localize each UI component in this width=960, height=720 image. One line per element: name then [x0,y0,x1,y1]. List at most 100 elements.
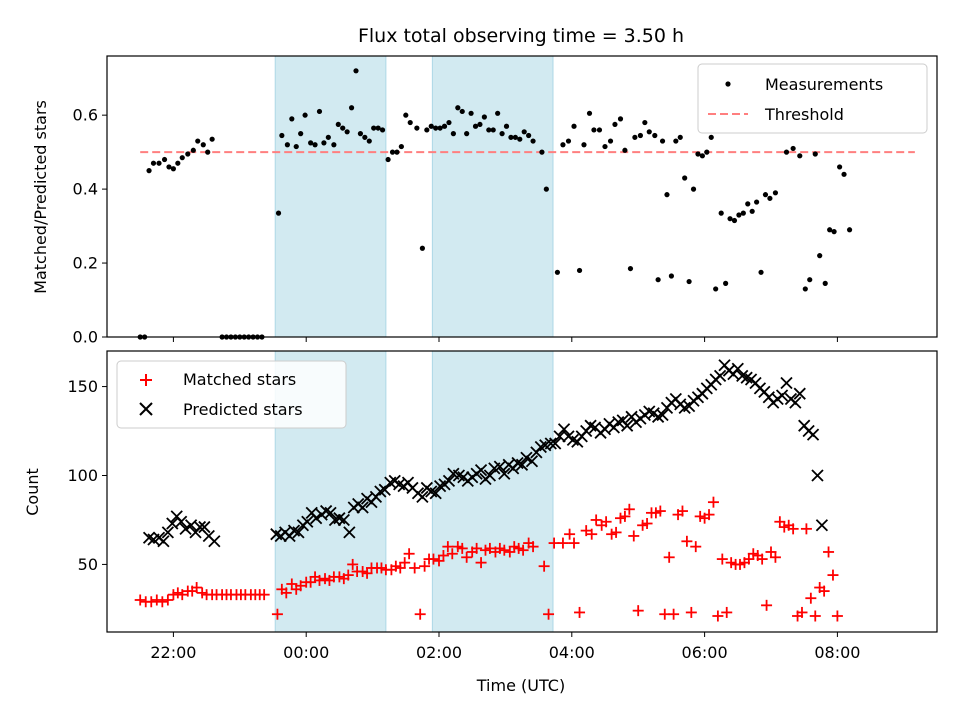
matched-star-point [527,541,539,553]
measurement-point [464,131,470,137]
matched-star-point [619,510,631,522]
matched-star-point [716,553,728,565]
measurement-point [185,151,191,157]
measurement-point [340,125,346,131]
legend-matched-marker [140,374,152,386]
measurement-point [731,217,738,224]
matched-star-point [347,558,359,570]
legend-predicted-label: Predicted stars [183,400,303,419]
measurement-point [357,131,364,137]
matched-star-point [475,557,487,569]
measurement-point [472,123,479,129]
measurement-point [414,125,420,131]
measurement-point [749,208,755,214]
measurement-point [708,134,714,140]
matched-star-point [145,596,157,608]
measurement-point [790,145,796,152]
top-legend: Measurements Threshold [697,63,928,134]
measurement-point [486,127,492,133]
predicted-star-point [789,396,802,409]
matched-star-point [668,608,680,620]
matched-star-point [538,560,550,572]
measurement-point [822,280,828,286]
top-axes-frame [106,55,938,338]
matched-star-point [600,516,612,528]
matched-star-point [809,610,821,622]
measurement-point [758,269,764,275]
matched-star-point [574,606,586,618]
matched-star-point [641,518,653,530]
measurement-point [571,123,577,129]
measurement-point [591,127,597,133]
measurement-point [517,136,523,142]
predicted-star-point [179,522,192,535]
matched-star-point [557,537,569,549]
measurement-point [321,140,327,146]
measurement-point [403,112,409,118]
predicted-star-point [198,520,211,534]
x-axis-label: Time (UTC) [476,676,565,695]
matched-star-point [586,528,598,540]
measurement-point [526,132,532,139]
predicted-star-point [292,526,305,539]
measurement-point [617,116,624,122]
bottom-y-ticks: 50 100 150 [67,377,107,574]
measurement-point [284,142,290,148]
measurement-point [161,156,168,163]
measurement-point [762,192,769,198]
measurement-point [622,147,628,153]
predicted-star-point [161,526,175,539]
measurement-points [137,68,853,340]
predicted-star-point [525,455,539,468]
top-shaded-intervals [274,56,554,337]
measurement-point [783,149,790,155]
bottom-y-axis-label: Count [23,468,42,516]
measurement-point [503,123,510,129]
measurement-point [495,110,501,116]
measurement-point [428,123,434,129]
measurement-point [655,277,661,283]
measurement-point [190,147,196,153]
predicted-star-point [793,387,806,400]
predicted-star-point [324,506,337,519]
measurement-point [205,149,211,155]
measurement-point [812,151,818,157]
measurement-point [195,138,201,144]
measurement-point [450,131,456,137]
matched-star-point [707,496,719,508]
matched-star-point [437,550,449,562]
measurement-point [490,127,496,133]
x-tick-label: 22:00 [150,643,196,662]
measurement-point [581,142,587,148]
matched-star-point [831,610,843,622]
measurement-point [827,227,833,233]
matched-star-point [654,505,666,517]
matched-star-point [823,546,835,558]
measurement-point [560,142,566,148]
measurement-point [659,138,666,144]
matched-star-point [409,562,421,574]
predicted-star-point [483,469,497,482]
measurement-point [772,190,779,196]
matched-star-point [176,589,188,601]
matched-star-point [162,594,174,606]
measurement-point [736,212,742,218]
measurement-point [209,136,215,142]
measurement-point [312,142,318,148]
measurement-point [289,116,295,122]
matched-star-point [419,560,431,572]
measurement-point [362,134,368,140]
matched-star-point [484,542,496,554]
y-tick-label: 0.4 [73,180,98,199]
measurement-point [586,110,593,116]
top-y-axis-label: Matched/Predicted stars [31,100,50,294]
matched-star-point [761,599,773,611]
measurement-point [437,125,443,131]
measurement-point [607,138,614,144]
predicted-star-point [553,430,566,443]
matched-star-point [427,553,439,565]
y-tick-label: 0.2 [73,254,98,273]
measurement-point [375,125,381,131]
